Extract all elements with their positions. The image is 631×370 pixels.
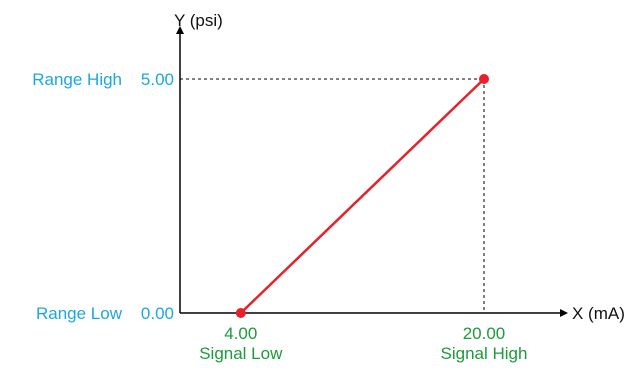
y-axis-label: Y (psi)	[174, 11, 223, 30]
x-marker-value: 20.00	[463, 324, 506, 343]
x-axis-label: X (mA)	[572, 304, 625, 323]
axes	[176, 26, 568, 317]
y-axis-arrow	[176, 26, 184, 34]
x-marker-value: 4.00	[224, 324, 257, 343]
data-point	[479, 74, 489, 84]
x-marker-name: Signal High	[441, 344, 528, 363]
x-marker-name: Signal Low	[199, 344, 283, 363]
y-marker-value: 0.00	[141, 304, 174, 323]
data-point	[235, 308, 246, 318]
y-marker-name: Range High	[32, 70, 122, 89]
y-marker-value: 5.00	[141, 70, 174, 89]
guide-lines	[180, 78, 485, 313]
y-marker-name: Range Low	[36, 304, 123, 323]
x-axis-arrow	[560, 309, 568, 317]
series-line	[239, 78, 485, 314]
series-layer	[235, 74, 489, 318]
